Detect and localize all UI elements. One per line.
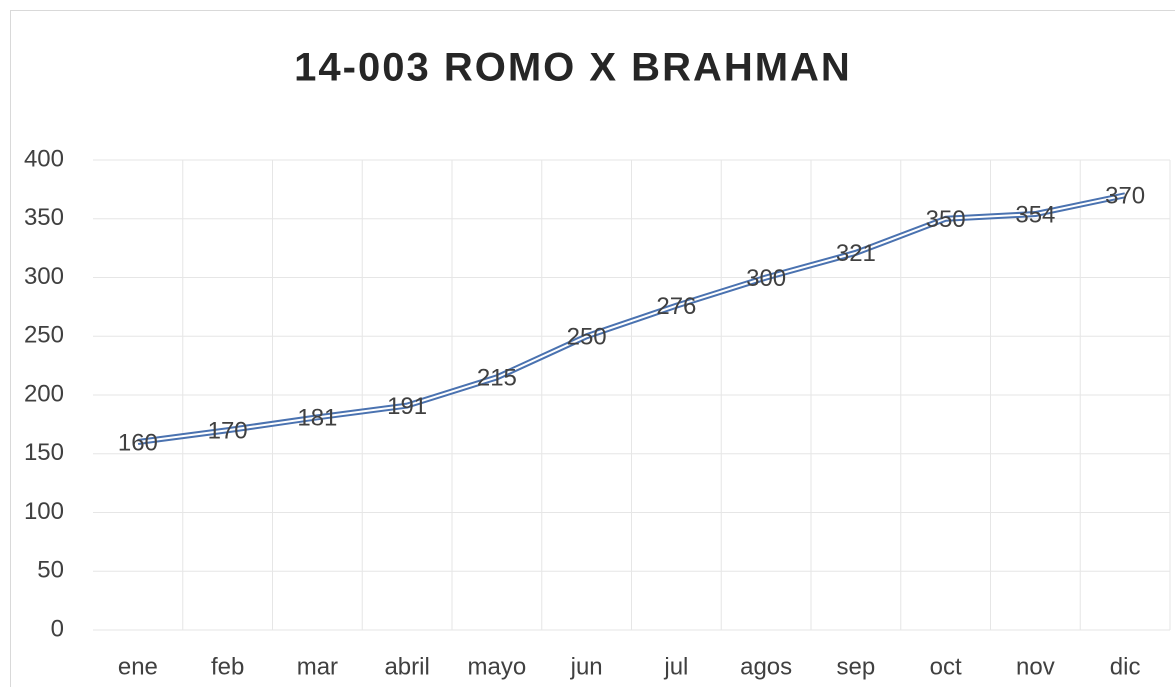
y-tick-label: 200	[24, 380, 64, 407]
x-tick-label: mar	[297, 653, 338, 680]
data-label: 350	[926, 206, 966, 233]
x-tick-label: oct	[930, 653, 962, 680]
data-label: 160	[118, 429, 158, 456]
data-label: 170	[208, 418, 248, 445]
y-tick-label: 150	[24, 439, 64, 466]
y-tick-label: 100	[24, 498, 64, 525]
data-label: 300	[746, 265, 786, 292]
y-tick-label: 50	[37, 557, 64, 584]
y-tick-label: 300	[24, 263, 64, 290]
y-tick-label: 250	[24, 322, 64, 349]
x-tick-label: agos	[740, 653, 792, 680]
data-label: 321	[836, 240, 876, 267]
data-label: 370	[1105, 183, 1145, 210]
y-tick-label: 400	[24, 145, 64, 172]
x-tick-label: sep	[837, 653, 876, 680]
y-tick-label: 0	[51, 615, 64, 642]
x-tick-label: nov	[1016, 653, 1055, 680]
line-core	[137, 194, 1126, 443]
chart-title: 14-003 ROMO X BRAHMAN	[294, 46, 852, 90]
data-label: 250	[567, 324, 607, 351]
x-tick-label: abril	[384, 653, 429, 680]
data-label: 215	[477, 365, 517, 392]
data-label: 181	[297, 405, 337, 432]
chart-frame	[10, 10, 1175, 687]
data-label: 191	[387, 393, 427, 420]
x-tick-label: feb	[211, 653, 244, 680]
data-label: 276	[656, 293, 696, 320]
x-tick-label: dic	[1110, 653, 1141, 680]
data-label: 354	[1015, 201, 1055, 228]
x-tick-label: mayo	[468, 653, 527, 680]
x-tick-label: jul	[663, 653, 688, 680]
x-tick-label: ene	[118, 653, 158, 680]
x-tick-label: jun	[570, 653, 603, 680]
y-tick-label: 350	[24, 204, 64, 231]
